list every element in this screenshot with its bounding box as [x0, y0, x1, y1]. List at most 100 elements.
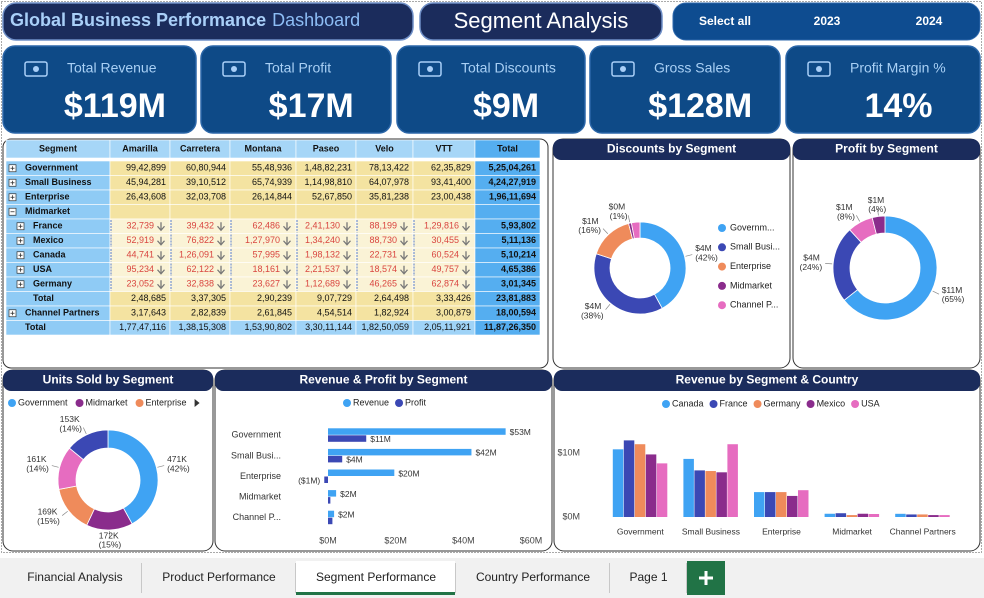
- data-label: 161K (14%): [26, 454, 49, 473]
- table-cell: [229, 204, 297, 220]
- tab-label[interactable]: Product Performance: [162, 570, 276, 584]
- table-value: 2,21,537: [305, 264, 340, 274]
- legend-marker: [8, 399, 16, 407]
- tab[interactable]: [610, 561, 686, 595]
- table-value: 1,26,091: [179, 250, 214, 260]
- table-value: 93,41,400: [431, 177, 471, 187]
- legend-marker: [75, 399, 84, 407]
- table-value: 4,65,386: [501, 264, 536, 274]
- table-value: 5,25,04,261: [488, 163, 536, 173]
- kpi-icon: [620, 66, 626, 72]
- legend-label: Profit: [405, 397, 427, 407]
- bar: [857, 513, 869, 517]
- legend-marker: [718, 224, 726, 232]
- leader-line: [877, 208, 879, 216]
- legend-marker: [718, 301, 726, 310]
- table-value: 1,12,689: [305, 279, 340, 289]
- trend-icon: [343, 269, 351, 275]
- data-label: ($1M): [298, 475, 320, 485]
- active-tab-indicator: [296, 592, 455, 595]
- trend-icon: [400, 225, 408, 232]
- table-value: 39,10,512: [186, 177, 226, 187]
- table-cell: [169, 204, 231, 220]
- slicer-option[interactable]: 2024: [916, 14, 943, 28]
- table-value: 23,052: [126, 279, 154, 289]
- legend-label: Enterprise: [730, 261, 771, 271]
- bar: [939, 515, 950, 517]
- trend-icon: [283, 269, 291, 275]
- row-label: Total: [25, 322, 46, 332]
- trend-icon: [283, 254, 291, 261]
- table-value: 2,05,11,921: [424, 322, 471, 332]
- tab[interactable]: [142, 561, 295, 595]
- table-value: 4,24,27,919: [488, 177, 536, 187]
- tab[interactable]: [456, 561, 609, 595]
- chart-title: Units Sold by Segment: [43, 373, 174, 387]
- panel-header: [793, 139, 980, 160]
- y-tick-label: $0M: [562, 511, 580, 521]
- table-value: 3,00,879: [436, 308, 471, 318]
- leader-line: [685, 254, 693, 257]
- legend-label: Midmarket: [730, 280, 773, 290]
- tab-label[interactable]: Page 1: [629, 570, 667, 584]
- y-tick-label: Enterprise: [240, 471, 281, 481]
- data-label: $11M (65%): [942, 285, 965, 304]
- table-value: 99,42,899: [126, 163, 166, 173]
- table-cell: [295, 204, 357, 220]
- data-label: $4M (38%): [581, 301, 604, 320]
- kpi-icon: [222, 61, 246, 77]
- table-value: 78,13,422: [369, 163, 409, 173]
- bar: [824, 513, 836, 517]
- table-value: 52,919: [126, 235, 154, 245]
- row-label: USA: [33, 264, 53, 274]
- trend-icon: [157, 269, 165, 275]
- legend-marker: [718, 243, 726, 252]
- data-label: $4M (24%): [800, 253, 823, 272]
- table-cell: [5, 291, 111, 307]
- table-value: 26,43,608: [126, 192, 166, 202]
- table-value: 44,741: [126, 250, 154, 260]
- row-label: France: [33, 221, 63, 231]
- table-value: 3,37,305: [191, 293, 226, 303]
- table-value: 32,03,708: [186, 192, 226, 202]
- pie-slice: [107, 429, 159, 525]
- table-value: 35,81,238: [369, 192, 409, 202]
- slicer-option[interactable]: Select all: [699, 14, 751, 28]
- kpi-card: [785, 45, 981, 134]
- table-value: 88,730: [369, 235, 397, 245]
- table-value: 1,77,47,116: [119, 322, 166, 332]
- slicer-option[interactable]: 2023: [814, 14, 841, 28]
- tab[interactable]: [8, 561, 141, 595]
- kpi-value: $17M: [269, 87, 354, 125]
- column-header: Segment: [39, 143, 77, 153]
- tab[interactable]: [296, 561, 455, 595]
- data-label: 169K (15%): [37, 507, 60, 526]
- tab-label[interactable]: Country Performance: [476, 570, 590, 584]
- table-value: 76,822: [186, 235, 214, 245]
- table-value: 4,54,514: [317, 308, 352, 318]
- table-value: 1,53,90,802: [244, 322, 292, 332]
- kpi-value: $9M: [473, 87, 539, 125]
- legend-marker: [135, 399, 144, 407]
- table-value: 9,07,729: [317, 293, 352, 303]
- table-value: 30,455: [431, 235, 459, 245]
- trend-icon: [343, 283, 351, 290]
- kpi-icon: [816, 66, 822, 72]
- column-header: Velo: [375, 143, 394, 153]
- bar: [868, 513, 880, 517]
- legend-scroll[interactable]: [194, 399, 200, 407]
- x-tick-label: Government: [617, 526, 664, 536]
- canvas-border: [1, 1, 982, 553]
- bar: [917, 514, 928, 517]
- bar: [328, 497, 331, 504]
- table-value: 1,29,816: [424, 221, 459, 231]
- pie-slice: [630, 221, 641, 239]
- trend-icon: [400, 254, 408, 261]
- row-label: Mexico: [33, 235, 64, 245]
- table-value: 55,48,936: [252, 163, 292, 173]
- row-label: Government: [25, 163, 78, 173]
- column-header: Amarilla: [122, 143, 159, 153]
- legend-label: USA: [861, 398, 880, 408]
- tab-label[interactable]: Segment Performance: [316, 570, 436, 584]
- tab-label[interactable]: Financial Analysis: [27, 570, 122, 584]
